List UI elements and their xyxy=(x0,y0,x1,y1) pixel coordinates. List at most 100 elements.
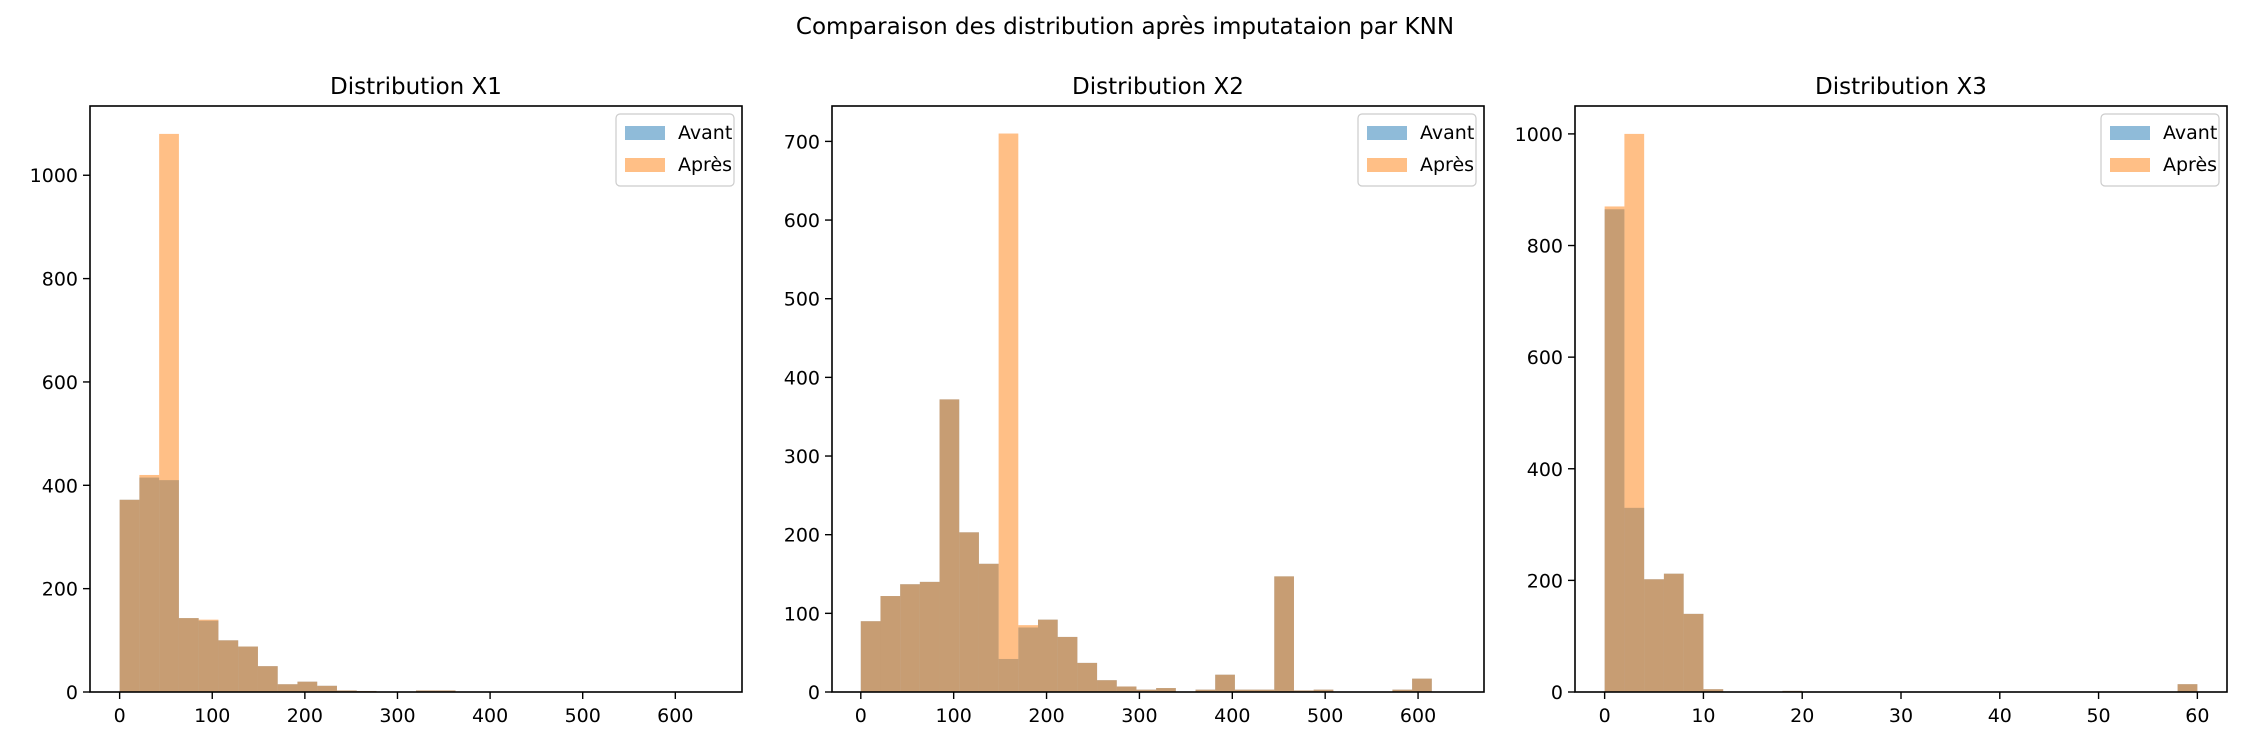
legend: Avant Après xyxy=(2100,113,2220,187)
bar-apres xyxy=(159,133,179,692)
x-tick-label: 200 xyxy=(287,705,323,727)
bar-apres xyxy=(1624,133,1645,692)
x-tick-label: 20 xyxy=(1790,705,1814,727)
x-tick-label: 400 xyxy=(472,705,508,727)
x-tick-label: 0 xyxy=(114,705,126,727)
bar-apres xyxy=(900,584,920,692)
bar-apres xyxy=(1683,613,1704,692)
bar-apres xyxy=(860,621,881,692)
bar-apres xyxy=(978,563,999,692)
bar-apres xyxy=(1412,678,1432,692)
bar-apres xyxy=(1097,680,1117,692)
y-tick-label: 300 xyxy=(784,446,820,468)
y-tick-label: 1000 xyxy=(1515,124,1563,146)
x-tick-label: 200 xyxy=(1028,705,1064,727)
bar-apres xyxy=(2177,684,2198,692)
legend-label-apres: Après xyxy=(2163,154,2217,176)
bar-apres xyxy=(1038,619,1058,692)
y-tick-label: 600 xyxy=(42,372,78,394)
y-tick-label: 1000 xyxy=(30,165,78,187)
bar-apres xyxy=(1234,689,1255,692)
bar-apres xyxy=(218,640,239,692)
bars xyxy=(1604,133,2198,692)
bar-apres xyxy=(257,666,278,692)
y-tick-label: 0 xyxy=(808,682,820,704)
x-tick-label: 0 xyxy=(1599,705,1611,727)
x-tick-label: 0 xyxy=(855,705,867,727)
bar-apres xyxy=(880,596,901,692)
bar-apres xyxy=(1604,206,1625,692)
subplot-2: Distribution X2 0 100 200 300 400 500 600 0 100 20… xyxy=(784,74,1485,727)
y-tick-label: 0 xyxy=(66,682,78,704)
legend-label-avant: Avant xyxy=(1420,122,1474,144)
x-tick-label: 600 xyxy=(657,705,693,727)
bar-apres xyxy=(277,684,298,692)
legend-label-apres: Après xyxy=(678,154,732,176)
subplots: Distribution X10 100 200 300 400 500 600020040… xyxy=(30,74,2228,727)
x-tick-label: 300 xyxy=(379,705,415,727)
legend: Avant Après xyxy=(1357,113,1477,187)
bar-apres xyxy=(1077,662,1098,692)
bar-apres xyxy=(1156,688,1176,692)
subplot-title: Distribution X2 xyxy=(1072,74,1244,100)
x-tick-label: 400 xyxy=(1214,705,1250,727)
bar-apres xyxy=(1116,686,1137,692)
y-tick-label: 400 xyxy=(42,475,78,497)
bar-apres xyxy=(178,618,199,692)
bar-apres xyxy=(1313,689,1334,692)
y-tick-label: 0 xyxy=(1551,682,1563,704)
bar-apres xyxy=(1644,579,1664,692)
bar-apres xyxy=(1703,689,1724,692)
x-tick-label: 100 xyxy=(936,705,972,727)
y-tick-label: 400 xyxy=(784,367,820,389)
bar-apres xyxy=(1392,689,1413,692)
bar-apres xyxy=(139,474,160,692)
y-tick-label: 600 xyxy=(1527,347,1563,369)
legend-label-apres: Après xyxy=(1420,154,1474,176)
legend: Avant Après xyxy=(615,113,735,187)
legend-swatch-apres xyxy=(1367,158,1407,172)
bar-apres xyxy=(1254,689,1275,692)
bar-apres xyxy=(1274,576,1294,692)
subplot-3: Distribution X30 10 20 30 40 50 60020040060080… xyxy=(1515,74,2228,727)
bars xyxy=(119,133,713,692)
y-tick-label: 700 xyxy=(784,131,820,153)
y-tick-label: 100 xyxy=(784,603,820,625)
bar-apres xyxy=(1663,573,1684,692)
bar-apres xyxy=(1136,689,1157,692)
bar-apres xyxy=(959,532,979,692)
y-tick-label: 200 xyxy=(1527,570,1563,592)
x-tick-label: 300 xyxy=(1121,705,1157,727)
y-tick-label: 500 xyxy=(784,289,820,311)
legend-label-avant: Avant xyxy=(2163,122,2217,144)
bar-apres xyxy=(119,499,140,692)
bar-apres xyxy=(1057,636,1078,692)
legend-swatch-avant xyxy=(1367,126,1407,140)
x-tick-label: 500 xyxy=(565,705,601,727)
bar-apres xyxy=(1215,674,1235,692)
bar-apres xyxy=(297,681,318,692)
bar-apres xyxy=(919,581,940,692)
x-tick-label: 40 xyxy=(1988,705,2012,727)
y-tick-label: 200 xyxy=(42,579,78,601)
bars xyxy=(860,133,1432,692)
legend-swatch-apres xyxy=(625,158,665,172)
y-tick-label: 200 xyxy=(784,525,820,547)
subplot-title: Distribution X3 xyxy=(1815,74,1987,100)
figure-title: Comparaison des distribution après imput… xyxy=(796,14,1454,40)
y-tick-label: 800 xyxy=(42,269,78,291)
y-tick-label: 400 xyxy=(1527,459,1563,481)
bar-apres xyxy=(1018,625,1039,692)
bar-apres xyxy=(317,685,337,692)
axes-frame xyxy=(89,105,743,693)
subplot-title: Distribution X1 xyxy=(330,74,502,100)
x-tick-label: 600 xyxy=(1400,705,1436,727)
legend-swatch-apres xyxy=(2110,158,2150,172)
bar-apres xyxy=(998,133,1019,692)
legend-swatch-avant xyxy=(625,126,665,140)
x-tick-label: 30 xyxy=(1889,705,1913,727)
x-tick-label: 500 xyxy=(1307,705,1343,727)
bar-apres xyxy=(939,399,960,692)
y-tick-label: 800 xyxy=(1527,236,1563,258)
